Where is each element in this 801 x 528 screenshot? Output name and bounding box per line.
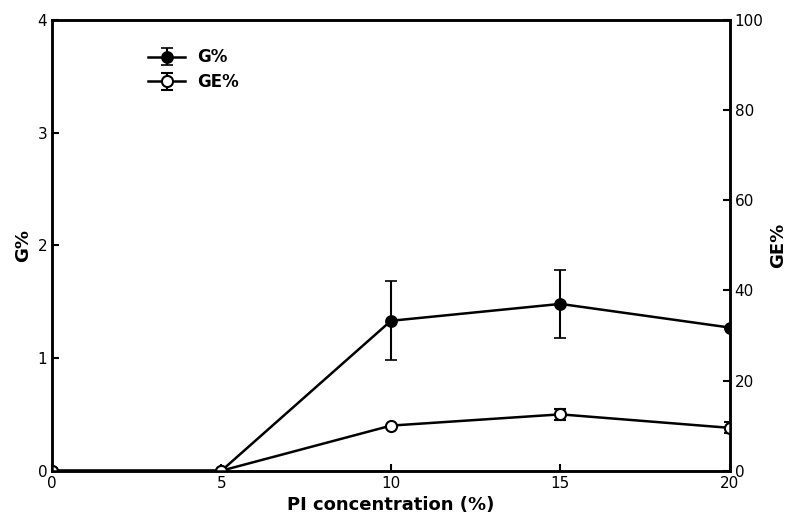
- X-axis label: PI concentration (%): PI concentration (%): [288, 496, 495, 514]
- Legend: G%, GE%: G%, GE%: [142, 42, 245, 98]
- Y-axis label: G%: G%: [14, 229, 32, 262]
- Y-axis label: GE%: GE%: [769, 223, 787, 268]
